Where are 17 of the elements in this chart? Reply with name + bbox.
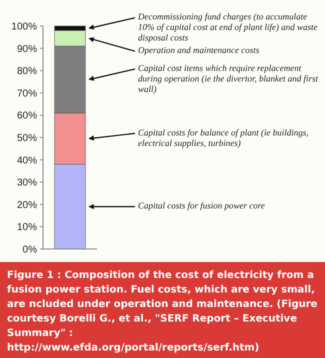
y-tick-label: 60% (16, 110, 38, 122)
text: Capital costs for balance of plant (ie buildings, electrical supplies, turbines) (138, 127, 308, 148)
y-tick-label: 80% (16, 66, 38, 78)
text: Capital cost items which require replacement during operation (ie the divertor, blanket and first wall) (138, 62, 318, 94)
y-tick-label: 20% (16, 200, 38, 211)
y-tick-label: 0% (22, 244, 38, 256)
y-tick-label: 30% (16, 178, 38, 189)
y-tick-label: 90% (16, 44, 38, 55)
y-tick-label: 40% (16, 155, 38, 166)
y-tick-label: 70% (16, 88, 38, 100)
text: Capital costs for fusion power core (138, 200, 265, 211)
text: Operation and maintenance costs (138, 45, 260, 56)
text: Decommissioning fund charges (to accumulate 10% of capital cost at end of plant life) and waste disposal costs (137, 12, 318, 43)
caption: Figure 1 : Composition of the cost of electricity from a fusion power station. Fuel costs, which are very small, are ncluded under operation and maintenance. (Figure courtesy Borelli G., et al., "SERF Report – Executive Summary" : http://www.efda.org/portal/reports/serf.htm) (7, 270, 318, 354)
y-tick-label: 10% (16, 222, 38, 234)
y-tick-label: 100% (11, 22, 38, 32)
y-tick-label: 50% (16, 133, 38, 144)
